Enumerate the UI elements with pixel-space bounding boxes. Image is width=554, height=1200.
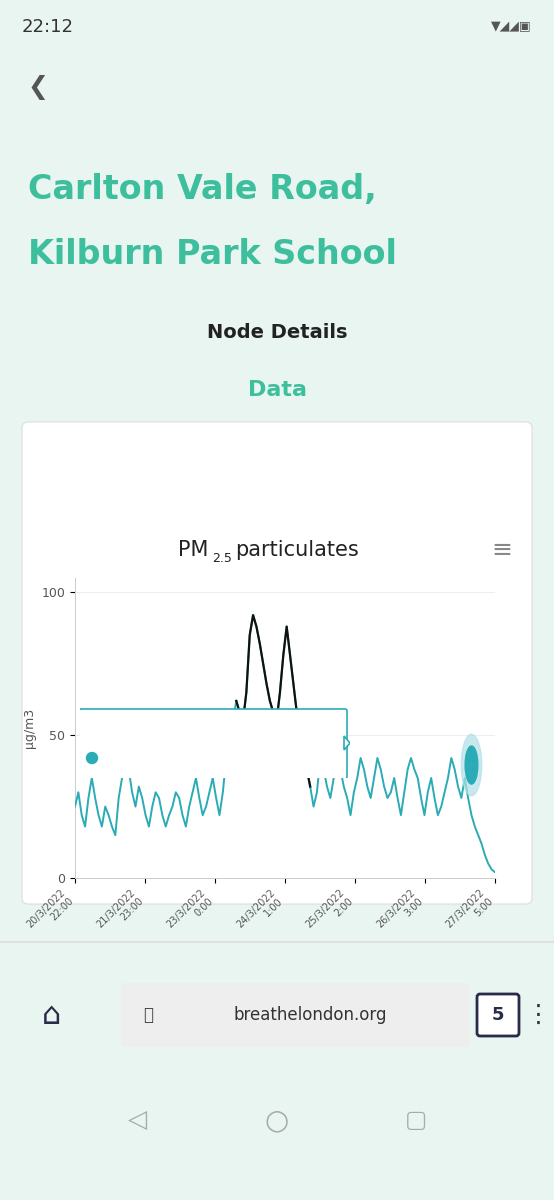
FancyBboxPatch shape bbox=[121, 983, 469, 1046]
Y-axis label: μg/m3: μg/m3 bbox=[23, 708, 36, 748]
Circle shape bbox=[461, 734, 482, 796]
FancyBboxPatch shape bbox=[79, 709, 347, 779]
Text: ▢: ▢ bbox=[405, 1108, 427, 1132]
Text: 27/3/2022 21:00: 27/3/2022 21:00 bbox=[92, 720, 203, 732]
Text: Data: Data bbox=[248, 380, 306, 400]
Text: 🔒: 🔒 bbox=[143, 1006, 153, 1024]
Circle shape bbox=[465, 746, 478, 784]
Text: Carlton Vale Road,: Carlton Vale Road, bbox=[28, 174, 377, 206]
Text: ⋮: ⋮ bbox=[526, 1003, 551, 1027]
Text: particulates: particulates bbox=[235, 540, 359, 560]
Text: PM2.5 particulates:: PM2.5 particulates: bbox=[102, 751, 235, 764]
Text: Node Details: Node Details bbox=[207, 323, 347, 342]
FancyBboxPatch shape bbox=[477, 994, 519, 1036]
Polygon shape bbox=[344, 736, 350, 750]
Text: breathelondon.org: breathelondon.org bbox=[233, 1006, 387, 1024]
Text: 2.5: 2.5 bbox=[212, 552, 232, 564]
Text: ⌂: ⌂ bbox=[42, 1001, 61, 1030]
Text: 5: 5 bbox=[492, 1006, 504, 1024]
Text: 22:12: 22:12 bbox=[22, 18, 74, 36]
Text: ▼◢◢▣: ▼◢◢▣ bbox=[491, 20, 532, 34]
Text: Kilburn Park School: Kilburn Park School bbox=[28, 238, 397, 270]
Text: ◁: ◁ bbox=[129, 1108, 147, 1132]
Circle shape bbox=[86, 752, 98, 763]
Text: 39.54: 39.54 bbox=[242, 751, 286, 766]
Text: ≡: ≡ bbox=[491, 538, 512, 562]
Text: ○: ○ bbox=[265, 1106, 289, 1134]
Text: ❮: ❮ bbox=[28, 76, 49, 101]
Text: PM: PM bbox=[178, 540, 208, 560]
FancyBboxPatch shape bbox=[22, 422, 532, 904]
